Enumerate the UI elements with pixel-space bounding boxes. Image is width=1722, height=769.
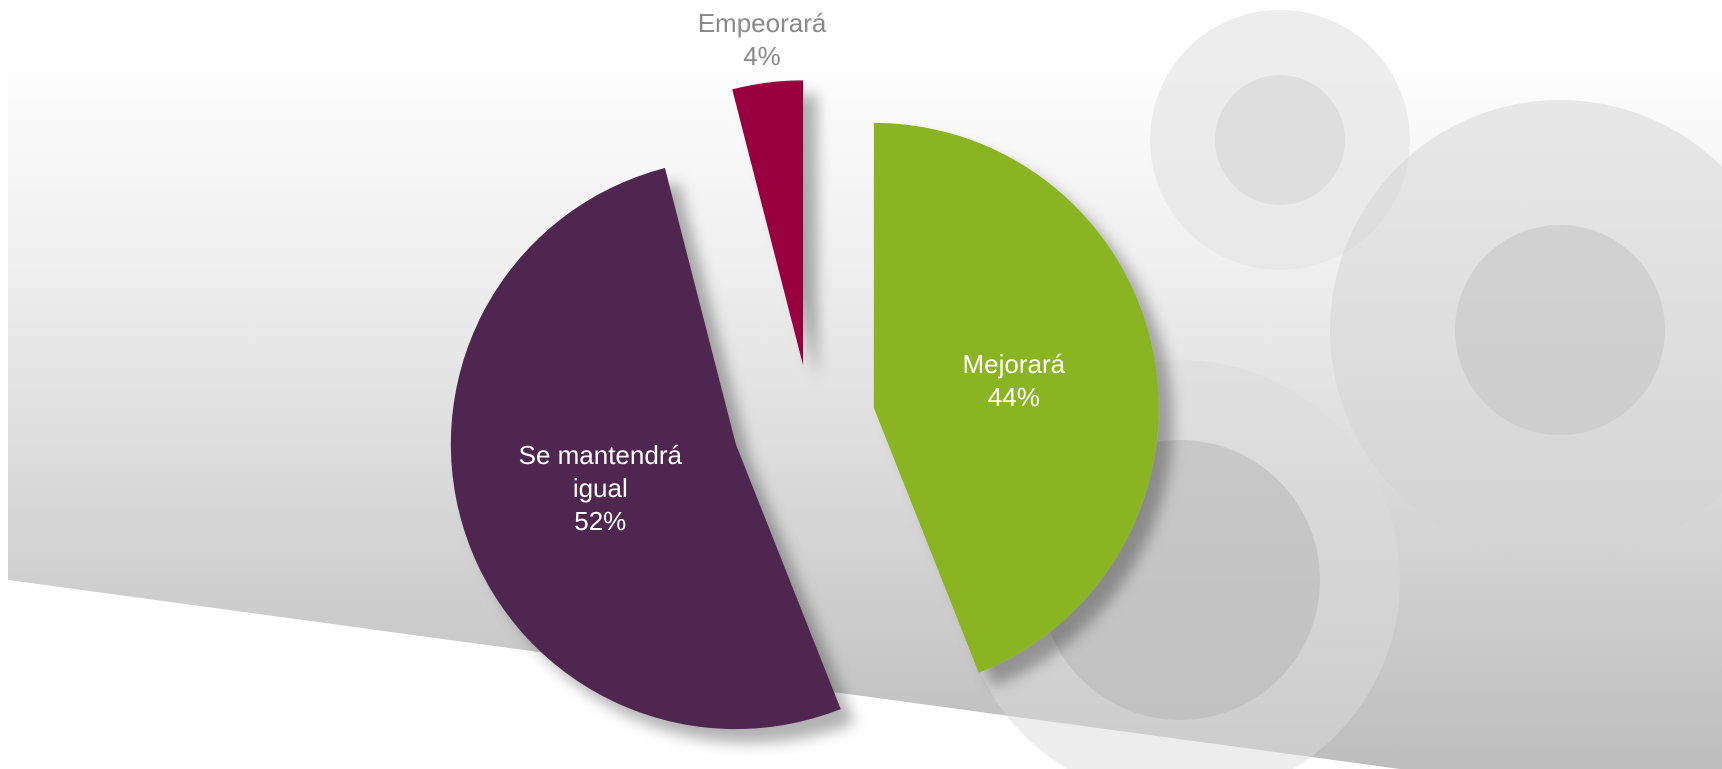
chart <box>0 0 1722 769</box>
label-value: 44% <box>909 381 1119 414</box>
label-value: 4% <box>657 40 867 73</box>
label-category: Mejorará <box>909 348 1119 381</box>
label-value: 52% <box>495 505 705 538</box>
background <box>8 10 1722 769</box>
label-category: Empeorará <box>657 7 867 40</box>
page: Mejorará44% Se mantendrá igual52% Empeorar… <box>0 0 1722 769</box>
label-category: Se mantendrá igual <box>495 439 705 505</box>
